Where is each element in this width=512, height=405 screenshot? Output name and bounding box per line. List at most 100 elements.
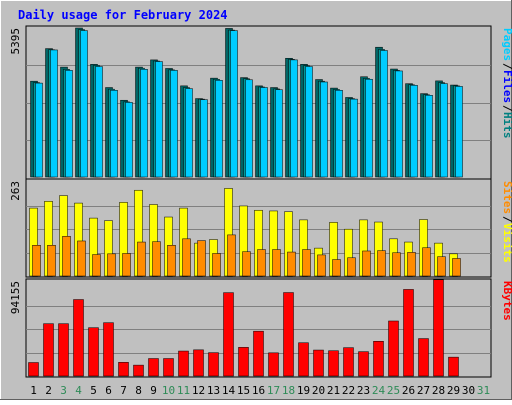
- bar-kbytes-day-20: [313, 349, 324, 377]
- x-label-day-12: 12: [192, 384, 205, 397]
- bar-sites-day-24: [377, 250, 386, 277]
- bar-sites-day-8: [137, 241, 146, 277]
- x-label-day-14: 14: [222, 384, 236, 397]
- bar-sites-day-18: [287, 251, 296, 277]
- bar-pages-day-29: [455, 86, 463, 178]
- bar-pages-day-14: [230, 30, 238, 178]
- bar-kbytes-day-17: [268, 352, 279, 377]
- bar-pages-day-21: [335, 90, 343, 178]
- x-label-day-9: 9: [150, 384, 157, 397]
- bar-sites-day-25: [392, 252, 401, 277]
- x-label-day-11: 11: [177, 384, 190, 397]
- bar-pages-day-11: [185, 88, 193, 178]
- bar-kbytes-day-1: [28, 362, 39, 377]
- x-label-day-7: 7: [120, 384, 127, 397]
- bar-pages-day-19: [305, 66, 313, 178]
- legend-hits: Hits: [501, 112, 512, 139]
- bar-kbytes-day-28: [433, 279, 444, 377]
- bar-sites-day-28: [437, 256, 446, 277]
- bar-sites-day-21: [332, 259, 341, 277]
- bar-kbytes-day-9: [148, 358, 159, 377]
- bar-sites-day-7: [122, 253, 131, 277]
- bar-sites-day-12: [197, 240, 206, 277]
- bar-sites-day-17: [272, 249, 281, 277]
- bar-sites-day-11: [182, 238, 191, 277]
- bar-kbytes-day-15: [238, 347, 249, 377]
- bar-pages-day-6: [110, 90, 118, 178]
- bar-pages-day-4: [80, 30, 88, 178]
- legend-separator: /: [501, 105, 512, 112]
- legend-files: Files: [501, 70, 512, 103]
- bar-sites-day-16: [257, 249, 266, 277]
- bar-kbytes-day-14: [223, 292, 234, 377]
- x-label-day-20: 20: [312, 384, 325, 397]
- bar-kbytes-day-12: [193, 349, 204, 377]
- bar-pages-day-13: [215, 80, 223, 178]
- bar-kbytes-day-4: [73, 299, 84, 377]
- x-label-day-29: 29: [447, 384, 460, 397]
- bar-pages-day-8: [140, 69, 148, 178]
- bar-pages-day-18: [290, 59, 298, 178]
- bar-sites-day-13: [212, 253, 221, 277]
- bar-sites-day-10: [167, 245, 176, 277]
- bar-pages-day-17: [275, 89, 283, 178]
- x-label-day-28: 28: [432, 384, 445, 397]
- bar-sites-day-15: [242, 251, 251, 277]
- x-label-day-13: 13: [207, 384, 220, 397]
- x-label-day-26: 26: [402, 384, 415, 397]
- bar-pages-day-16: [260, 87, 268, 178]
- bar-sites-day-2: [47, 245, 56, 277]
- legend-visits: Visits: [501, 223, 512, 263]
- bar-pages-day-12: [200, 99, 208, 178]
- bar-kbytes-day-24: [373, 341, 384, 377]
- x-label-day-23: 23: [357, 384, 370, 397]
- bar-pages-day-26: [410, 85, 418, 178]
- x-label-day-21: 21: [327, 384, 340, 397]
- bars: [30, 27, 463, 178]
- bar-pages-day-10: [170, 70, 178, 178]
- bar-sites-day-5: [92, 254, 101, 277]
- bar-sites-day-23: [362, 250, 371, 277]
- bar-kbytes-day-2: [43, 323, 54, 377]
- bar-sites-day-9: [152, 241, 161, 277]
- x-label-day-25: 25: [387, 384, 400, 397]
- x-label-day-22: 22: [342, 384, 355, 397]
- x-label-day-18: 18: [282, 384, 295, 397]
- bar-pages-day-1: [35, 82, 43, 178]
- bar-pages-day-15: [245, 79, 253, 178]
- x-label-day-10: 10: [162, 384, 175, 397]
- bar-pages-day-22: [350, 98, 358, 178]
- bar-pages-day-5: [95, 66, 103, 178]
- bar-kbytes-day-19: [298, 342, 309, 377]
- bar-kbytes-day-6: [103, 322, 114, 377]
- bar-pages-day-24: [380, 50, 388, 178]
- bar-sites-day-27: [422, 247, 431, 277]
- x-label-day-27: 27: [417, 384, 430, 397]
- panel-middle: 263 Sites /Visits: [9, 178, 512, 278]
- bar-kbytes-day-16: [253, 330, 264, 377]
- x-label-day-15: 15: [237, 384, 250, 397]
- y-max-label: 5395: [9, 28, 22, 55]
- bar-kbytes-day-11: [178, 350, 189, 377]
- bar-kbytes-day-18: [283, 292, 294, 377]
- bar-sites-day-1: [32, 245, 41, 277]
- x-label-day-2: 2: [45, 384, 52, 397]
- bars: [29, 188, 461, 277]
- y-max-label: 263: [9, 181, 22, 201]
- bar-kbytes-day-5: [88, 327, 99, 377]
- y-max-label: 94155: [9, 281, 22, 314]
- bar-pages-day-2: [50, 49, 58, 178]
- bar-pages-day-20: [320, 81, 328, 178]
- bar-sites-day-20: [317, 254, 326, 277]
- bar-kbytes-day-8: [133, 364, 144, 377]
- legend: KBytes: [501, 281, 512, 321]
- bar-pages-day-23: [365, 78, 373, 178]
- bar-pages-day-27: [425, 95, 433, 178]
- x-axis-labels: 1 2 3 4 5 6 7 8 9 10 11 12 13 14 15 16 17 18 19 20 21 22 23 24 2…: [30, 384, 490, 397]
- bar-sites-day-3: [62, 236, 71, 277]
- x-label-day-4: 4: [75, 384, 82, 397]
- bar-kbytes-day-10: [163, 358, 174, 377]
- x-label-day-8: 8: [135, 384, 142, 397]
